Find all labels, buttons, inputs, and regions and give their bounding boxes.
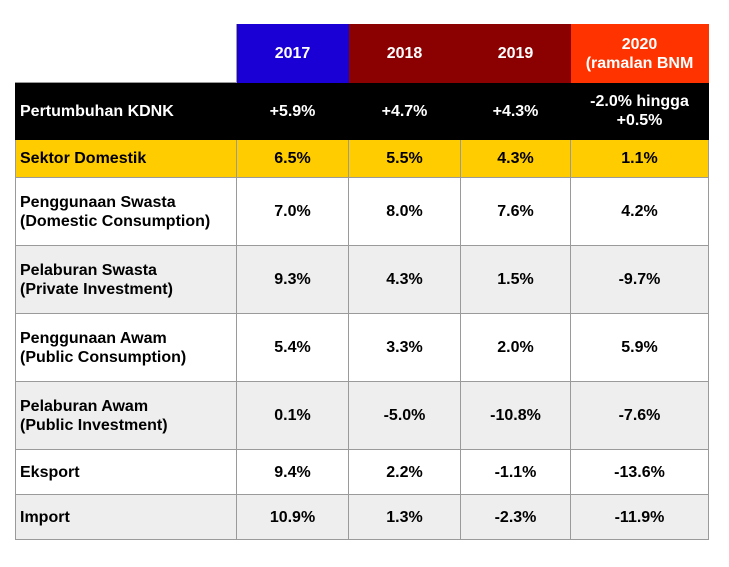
cell-2020: -11.9% (570, 494, 709, 540)
cell-2017: 0.1% (236, 381, 349, 450)
row-label-malay: Pelaburan Awam (20, 397, 149, 415)
domestic-sector-row: Sektor Domestik 6.5% 5.5% 4.3% 1.1% (15, 139, 709, 178)
cell-2019: 7.6% (460, 177, 571, 246)
cell-2017: 10.9% (236, 494, 349, 540)
row-label-malay: Penggunaan Swasta (20, 193, 176, 211)
cell-2017: 7.0% (236, 177, 349, 246)
cell-2020: -9.7% (570, 245, 709, 314)
row-label-malay: Penggunaan Awam (20, 329, 167, 347)
gdp-growth-row: Pertumbuhan KDNK +5.9% +4.7% +4.3% -2.0%… (15, 82, 709, 140)
cell-2018: 2.2% (348, 449, 461, 495)
cell-2020: -7.6% (570, 381, 709, 450)
row-label-malay: Pelaburan Swasta (20, 261, 157, 279)
gdp-growth-2020: -2.0% hingga +0.5% (570, 82, 709, 140)
cell-2019: -1.1% (460, 449, 571, 495)
gdp-growth-2018: +4.7% (348, 82, 461, 140)
domestic-sector-label: Sektor Domestik (15, 139, 237, 178)
table-row: Pelaburan Awam (Public Investment) 0.1% … (15, 381, 709, 450)
domestic-sector-2019: 4.3% (460, 139, 571, 178)
gdp-growth-2019: +4.3% (460, 82, 571, 140)
row-label: Eksport (15, 449, 237, 495)
domestic-sector-2018: 5.5% (348, 139, 461, 178)
table-row: Eksport 9.4% 2.2% -1.1% -13.6% (15, 449, 709, 495)
cell-2020: 5.9% (570, 313, 709, 382)
header-row: 2017 2018 2019 2020 (ramalan BNM (15, 24, 709, 83)
domestic-sector-2020: 1.1% (570, 139, 709, 178)
table-row: Penggunaan Awam (Public Consumption) 5.4… (15, 313, 709, 382)
gdp-growth-2017: +5.9% (236, 82, 349, 140)
header-2020: 2020 (ramalan BNM (570, 24, 709, 83)
cell-2019: -2.3% (460, 494, 571, 540)
row-label-english: (Public Investment) (20, 416, 168, 434)
header-2018: 2018 (348, 24, 461, 83)
cell-2018: 8.0% (348, 177, 461, 246)
cell-2019: 1.5% (460, 245, 571, 314)
gdp-growth-2020-low: -2.0% hingga (590, 93, 689, 110)
cell-2017: 9.3% (236, 245, 349, 314)
cell-2018: 1.3% (348, 494, 461, 540)
table-row: Pelaburan Swasta (Private Investment) 9.… (15, 245, 709, 314)
table-row: Import 10.9% 1.3% -2.3% -11.9% (15, 494, 709, 540)
row-label: Penggunaan Swasta (Domestic Consumption) (15, 177, 237, 246)
cell-2019: 2.0% (460, 313, 571, 382)
cell-2017: 5.4% (236, 313, 349, 382)
row-label-english: (Domestic Consumption) (20, 212, 211, 230)
cell-2018: 4.3% (348, 245, 461, 314)
header-2017: 2017 (236, 24, 349, 83)
row-label: Pelaburan Swasta (Private Investment) (15, 245, 237, 314)
domestic-sector-2017: 6.5% (236, 139, 349, 178)
cell-2020: -13.6% (570, 449, 709, 495)
gdp-growth-2020-high: +0.5% (616, 112, 663, 129)
cell-2019: -10.8% (460, 381, 571, 450)
cell-2017: 9.4% (236, 449, 349, 495)
row-label: Penggunaan Awam (Public Consumption) (15, 313, 237, 382)
table-row: Penggunaan Swasta (Domestic Consumption)… (15, 177, 709, 246)
cell-2018: -5.0% (348, 381, 461, 450)
row-label-english: (Private Investment) (20, 280, 173, 298)
row-label: Import (15, 494, 237, 540)
row-label: Pelaburan Awam (Public Investment) (15, 381, 237, 450)
header-2020-year: 2020 (621, 35, 658, 53)
gdp-growth-label: Pertumbuhan KDNK (15, 82, 237, 140)
header-2020-note: (ramalan BNM (585, 54, 694, 72)
gdp-growth-table: 2017 2018 2019 2020 (ramalan BNM Pertumb… (15, 24, 709, 540)
header-corner-cell (15, 24, 237, 83)
row-label-english: (Public Consumption) (20, 348, 187, 366)
header-2019: 2019 (460, 24, 571, 83)
cell-2018: 3.3% (348, 313, 461, 382)
cell-2020: 4.2% (570, 177, 709, 246)
